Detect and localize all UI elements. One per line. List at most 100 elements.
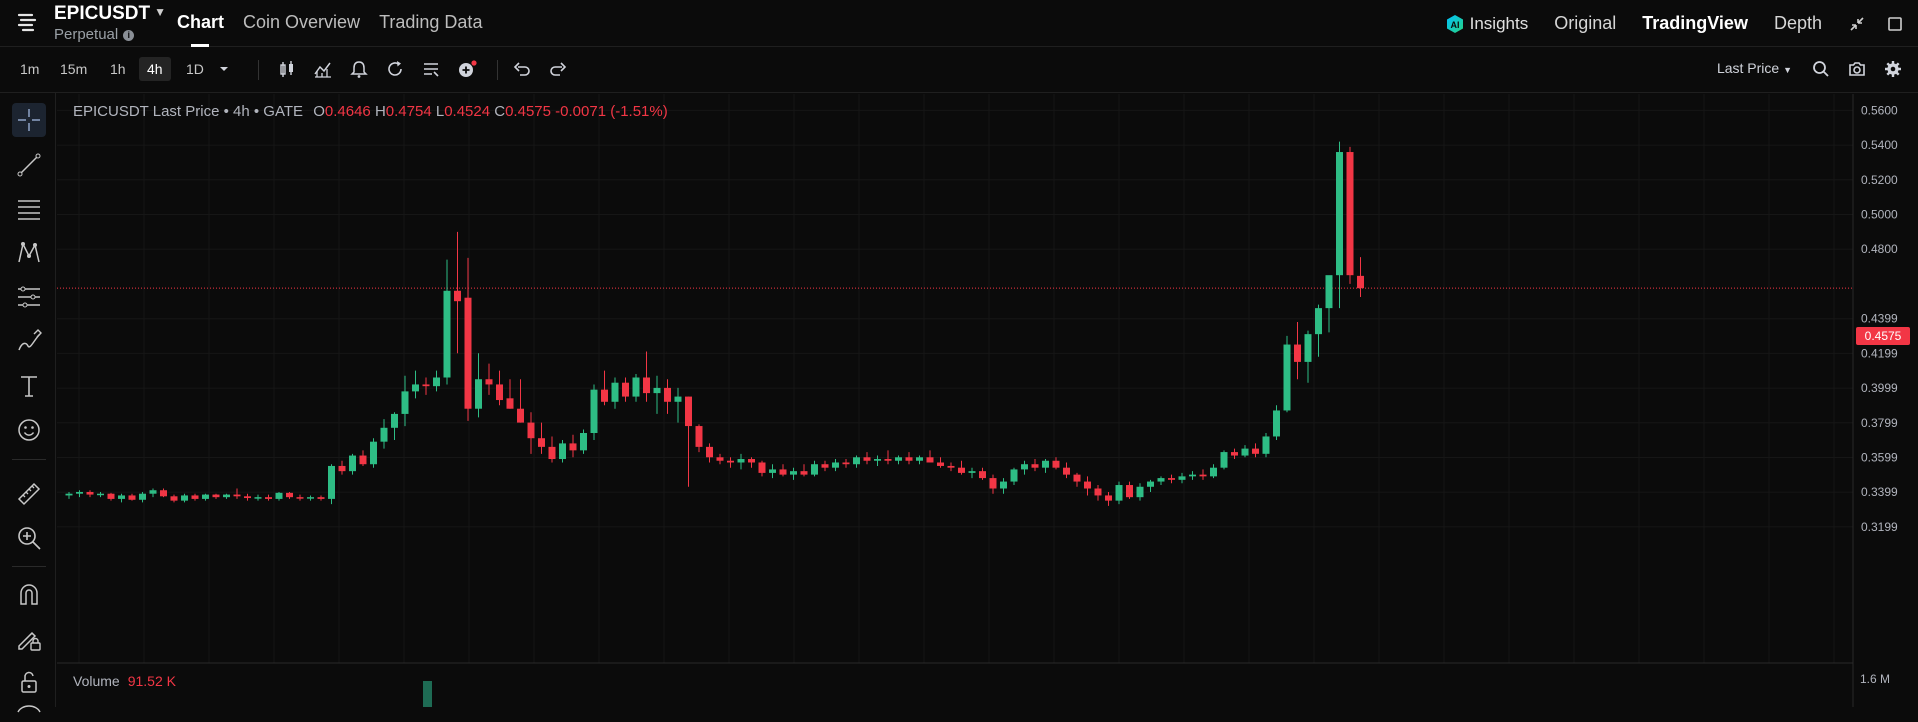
candle-body (1094, 488, 1102, 496)
candle-body (926, 457, 934, 463)
info-icon[interactable]: i (123, 30, 135, 41)
candle-body (233, 494, 241, 497)
candle-body (811, 464, 818, 475)
candle-body (1283, 344, 1291, 411)
candle-body (1115, 485, 1123, 501)
insights-button[interactable]: AI Insights (1445, 13, 1529, 34)
lock-drawing-tool[interactable] (12, 622, 46, 656)
redo-icon[interactable] (548, 59, 568, 79)
close-value: 0.4575 (505, 103, 551, 120)
candle-body (1000, 481, 1007, 489)
fib-tool[interactable] (12, 280, 46, 314)
candle-body (359, 455, 367, 465)
legend-title: EPICUSDT Last Price • 4h • GATE (73, 103, 304, 120)
candle-body (895, 457, 902, 461)
price-tick-label: 0.5200 (1861, 173, 1898, 187)
timeframe-1h[interactable]: 1h (110, 61, 126, 77)
candle-body (391, 413, 398, 428)
tab-chart[interactable]: Chart (177, 0, 224, 47)
price-type-selector[interactable]: Last Price ▼ (1717, 60, 1792, 76)
candle-body (1241, 448, 1249, 456)
camera-icon[interactable] (1847, 59, 1867, 79)
fullscreen-icon[interactable] (1886, 15, 1904, 33)
insights-label: Insights (1469, 13, 1529, 33)
search-icon[interactable] (1811, 59, 1831, 79)
candle-body (874, 459, 881, 461)
indicators-icon[interactable] (313, 59, 333, 79)
templates-icon[interactable] (421, 59, 441, 79)
candle-body (779, 469, 787, 475)
timeframe-dropdown-icon[interactable] (214, 59, 234, 79)
price-chart[interactable]: 0.5600 0.5400 0.5200 0.5000 0.4800 0.4399 0.41… (57, 94, 1918, 707)
timeframe-1m[interactable]: 1m (20, 61, 40, 77)
emoji-tool[interactable] (12, 413, 46, 447)
replay-icon[interactable] (385, 59, 405, 79)
candle-body (853, 457, 860, 465)
unlock-tool[interactable] (12, 665, 46, 699)
gear-icon[interactable] (1883, 59, 1903, 79)
timeframe-1d[interactable]: 1D (186, 61, 204, 77)
candle-body (527, 422, 535, 439)
text-icon (21, 376, 37, 397)
price-tick-label: 0.4199 (1861, 346, 1898, 360)
view-depth[interactable]: Depth (1773, 13, 1822, 33)
candle-body (1147, 481, 1154, 487)
candles-icon[interactable] (277, 59, 297, 79)
candle-body (664, 387, 671, 402)
menu-icon[interactable] (15, 10, 39, 34)
candle-body (538, 438, 545, 447)
text-tool[interactable] (12, 369, 46, 403)
candle-body (1262, 436, 1270, 454)
ai-insights-icon: AI (1446, 14, 1463, 33)
candle-body (1021, 464, 1028, 470)
candle-body (1189, 474, 1196, 477)
candle-body (118, 495, 125, 499)
trendline-tool[interactable] (12, 148, 46, 182)
undo-icon[interactable] (512, 59, 532, 79)
candle-body (569, 443, 577, 451)
candle-body (1231, 452, 1238, 456)
legend-ohlc: O0.4646 H0.4754 L0.4524 C0.4575 -0.0071 … (313, 103, 668, 120)
symbol-selector[interactable]: EPICUSDT ▼ (54, 3, 166, 25)
contract-type: Perpetual i (54, 26, 135, 43)
candle-body (685, 396, 692, 427)
candle-body (517, 408, 524, 423)
chart-grid (57, 94, 1853, 663)
zoom-in-icon (18, 527, 41, 550)
candle-body (1063, 467, 1070, 475)
pattern-tool[interactable] (12, 236, 46, 270)
candle-body (653, 387, 661, 394)
price-tick-label: 0.3799 (1861, 416, 1898, 430)
horizontal-lines-icon (18, 200, 40, 220)
candle-body (821, 464, 829, 468)
candle-body (832, 462, 839, 468)
price-tick-label: 0.3399 (1861, 485, 1898, 499)
alert-icon[interactable] (349, 59, 369, 79)
crosshair-tool[interactable] (12, 103, 46, 137)
collapse-icon[interactable] (1848, 15, 1866, 33)
tab-coin-overview[interactable]: Coin Overview (243, 12, 361, 32)
candle-body (559, 443, 566, 460)
pencil-lock-icon (18, 631, 41, 651)
candle-body (1126, 485, 1133, 498)
add-plus-icon[interactable] (457, 59, 477, 79)
timeframe-4h[interactable]: 4h (139, 57, 171, 81)
view-original[interactable]: Original (1554, 13, 1617, 33)
visibility-tool[interactable] (12, 688, 46, 722)
ruler-tool[interactable] (12, 477, 46, 511)
view-tradingview[interactable]: TradingView (1642, 13, 1748, 33)
candle-body (979, 471, 986, 479)
tab-trading-data[interactable]: Trading Data (379, 12, 483, 32)
price-tick-label: 0.4399 (1861, 312, 1898, 326)
candle-body (916, 457, 923, 461)
candle-body (1157, 478, 1165, 482)
brush-tool[interactable] (12, 324, 46, 358)
open-key: O (313, 103, 325, 120)
candle-body (422, 384, 430, 387)
magnet-tool[interactable] (12, 578, 46, 612)
horizontal-lines-tool[interactable] (12, 192, 46, 226)
price-tick-label: 0.4800 (1861, 242, 1898, 256)
zoom-tool[interactable] (12, 521, 46, 555)
timeframe-15m[interactable]: 15m (60, 61, 88, 77)
candle-body (317, 497, 325, 499)
